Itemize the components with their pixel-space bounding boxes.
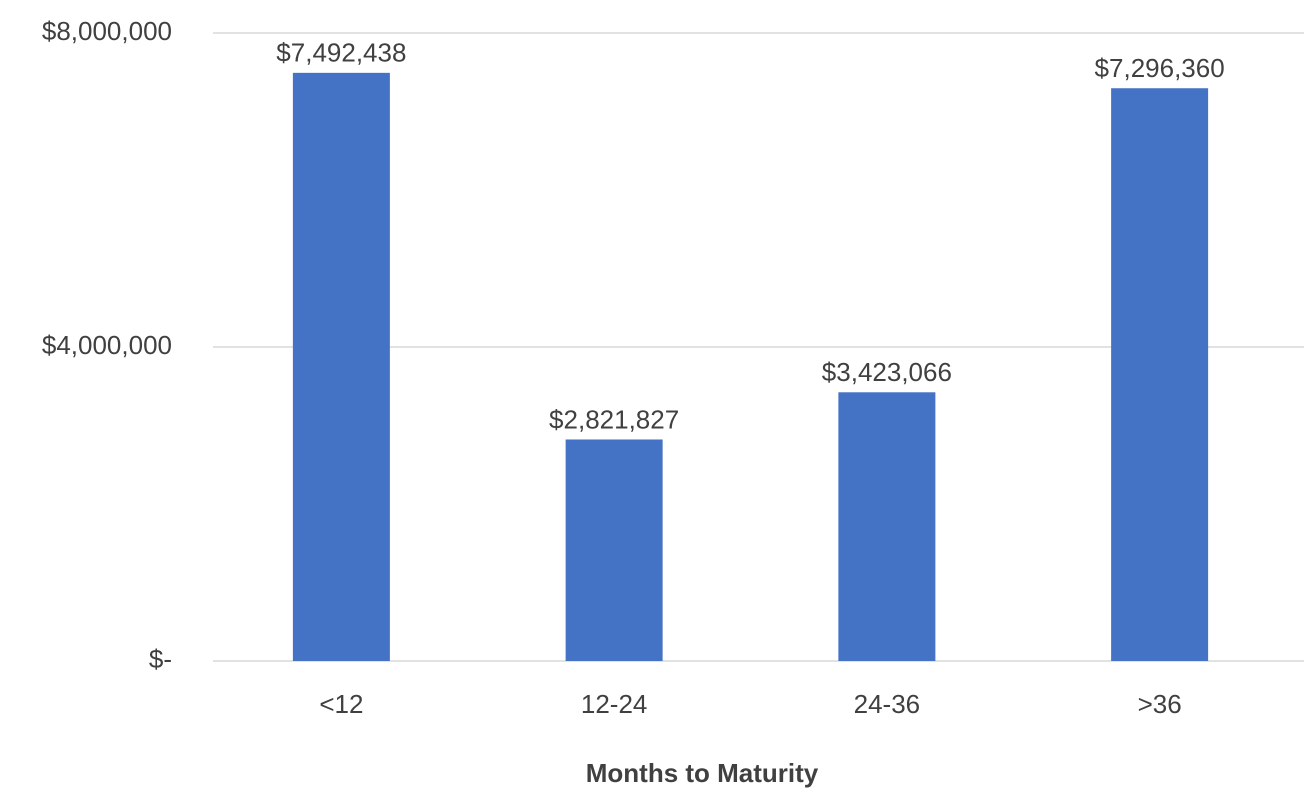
y-tick-label: $- — [149, 644, 172, 674]
data-label: $7,492,438 — [276, 38, 406, 68]
bar — [838, 392, 936, 661]
bar — [565, 439, 663, 661]
bar — [1111, 88, 1209, 662]
data-label: $3,423,066 — [822, 357, 952, 387]
x-tick-label: >36 — [1138, 689, 1182, 719]
x-axis-label: Months to Maturity — [586, 758, 819, 788]
x-tick-label: 24-36 — [854, 689, 921, 719]
y-tick-label: $4,000,000 — [42, 330, 172, 360]
x-tick-label: 12-24 — [581, 689, 648, 719]
data-label: $7,296,360 — [1095, 53, 1225, 83]
bar — [292, 72, 390, 661]
data-label: $2,821,827 — [549, 404, 679, 434]
y-tick-label: $8,000,000 — [42, 16, 172, 46]
x-tick-label: <12 — [319, 689, 363, 719]
